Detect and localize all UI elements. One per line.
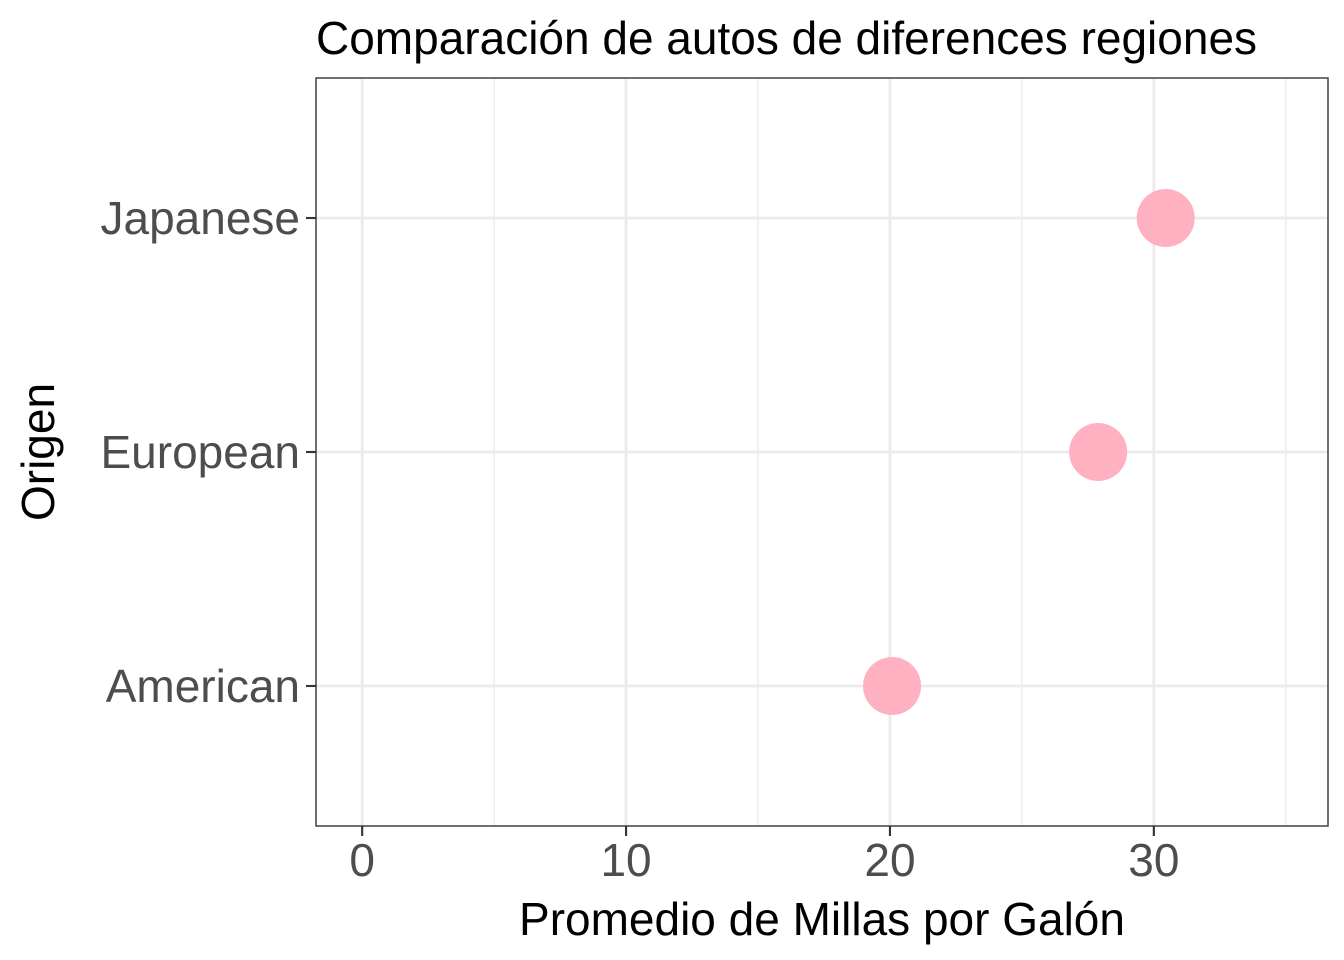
x-tick-label: 30	[1128, 834, 1179, 886]
x-tick-label: 0	[349, 834, 375, 886]
point-layer	[863, 189, 1195, 715]
y-tick-label: European	[101, 426, 301, 478]
x-axis-title: Promedio de Millas por Galón	[519, 893, 1125, 945]
data-point-japanese	[1136, 189, 1195, 247]
x-tick-label: 20	[864, 834, 915, 886]
axis-layer: 0 10 20 30 American European Japanese	[101, 192, 1180, 886]
y-tick-label: American	[106, 660, 300, 712]
chart-title: Comparación de autos de diferences regio…	[316, 12, 1257, 64]
data-point-american	[863, 657, 922, 715]
y-tick-label: Japanese	[101, 192, 301, 244]
data-point-european	[1069, 423, 1128, 481]
x-tick-label: 10	[600, 834, 651, 886]
grid-layer	[316, 78, 1328, 826]
y-axis-title: Origen	[12, 383, 64, 521]
